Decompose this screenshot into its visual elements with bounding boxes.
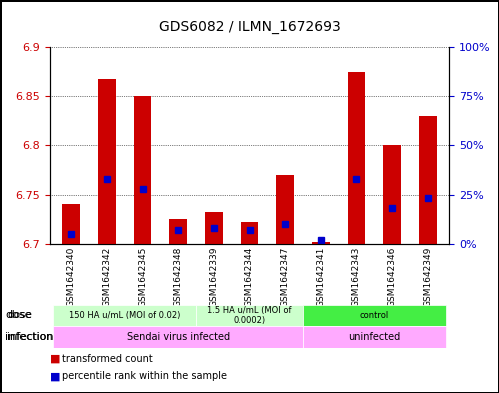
- Text: control: control: [360, 311, 389, 320]
- Bar: [303, 326, 446, 348]
- Text: transformed count: transformed count: [62, 354, 153, 364]
- Bar: [383, 145, 401, 244]
- Bar: [98, 79, 116, 244]
- Text: GDS6082 / ILMN_1672693: GDS6082 / ILMN_1672693: [159, 20, 340, 34]
- Bar: [419, 116, 437, 244]
- Bar: [62, 204, 80, 244]
- Text: 150 HA u/mL (MOI of 0.02): 150 HA u/mL (MOI of 0.02): [69, 311, 181, 320]
- Bar: [169, 219, 187, 244]
- Bar: [53, 305, 196, 326]
- Text: uninfected: uninfected: [348, 332, 400, 342]
- Bar: [53, 326, 303, 348]
- Text: ■: ■: [50, 354, 60, 364]
- Text: 1.5 HA u/mL (MOI of
0.0002): 1.5 HA u/mL (MOI of 0.0002): [207, 306, 292, 325]
- Text: infection: infection: [5, 332, 53, 342]
- Bar: [312, 242, 330, 244]
- Bar: [196, 305, 303, 326]
- Text: dose: dose: [5, 310, 31, 320]
- Bar: [303, 305, 446, 326]
- Bar: [134, 96, 152, 244]
- Bar: [347, 72, 365, 244]
- Text: dose: dose: [7, 310, 32, 320]
- Bar: [241, 222, 258, 244]
- Text: Sendai virus infected: Sendai virus infected: [127, 332, 230, 342]
- Text: ■: ■: [50, 371, 60, 381]
- Text: percentile rank within the sample: percentile rank within the sample: [62, 371, 228, 381]
- Text: infection: infection: [7, 332, 53, 342]
- Bar: [205, 212, 223, 244]
- Bar: [276, 175, 294, 244]
